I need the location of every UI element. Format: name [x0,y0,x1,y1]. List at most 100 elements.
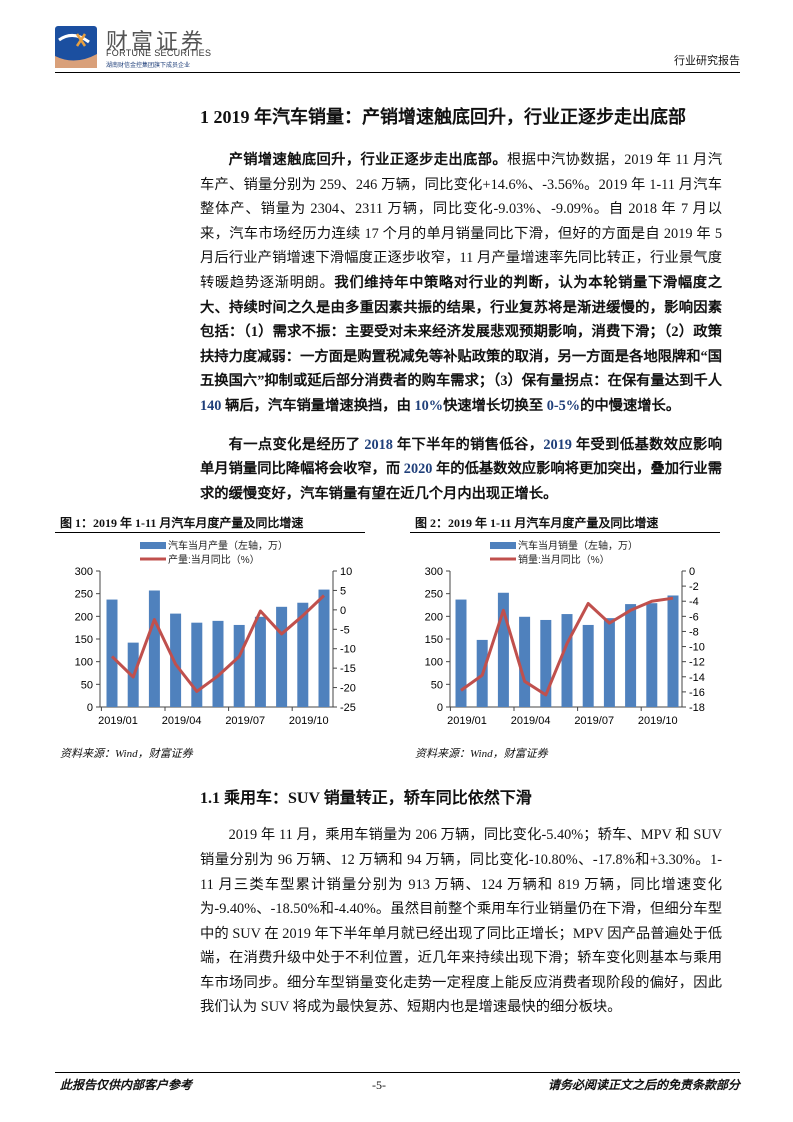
header-divider [55,72,740,73]
x-tick-label: 2019/10 [289,715,329,727]
left-tick-label: 300 [75,566,93,578]
right-tick-label: -4 [689,597,699,609]
page-footer: 此报告仅供内部客户参考 -5- 请务必阅读正文之后的免责条款部分 [0,1072,793,1122]
footer-disclaimer: 此报告仅供内部客户参考 [60,1078,193,1092]
figure-1-divider [55,532,365,534]
right-tick-label: -5 [340,625,350,637]
bar [191,622,203,708]
left-tick-label: 0 [87,702,93,714]
legend-bar-swatch [490,542,516,550]
x-tick-label: 2019/07 [225,715,265,727]
left-tick-label: 0 [437,702,443,714]
right-tick-label: 10 [340,566,352,578]
right-tick-label: 0 [340,605,346,617]
text-segment: 快速增长切换至 [443,397,547,414]
chart-sales: 汽车当月销量（左轴，万）销量:当月同比（%） 0 50 100 150 200 250 300… [425,539,705,727]
text-segment: 我们维持年中策略对行业的判断，认为本轮销量下滑幅度之大、持续时间之久是由多重因素… [200,274,723,390]
figure-1-caption: 图 1：2019 年 1-11 月汽车月度产量及同比增速 [60,516,304,531]
logo-icon [55,26,97,68]
legend-line-label: 销量:当月同比（%） [518,553,610,566]
figure-2-source: 资料来源：Wind，财富证券 [415,748,548,761]
bar [297,603,309,708]
footer-divider [55,1072,740,1073]
paragraph-1: 产销增速触底回升，行业正逐步走出底部。根据中汽协数据，2019 年 11 月汽车… [200,148,722,419]
right-tick-label: -10 [689,642,705,654]
text-segment: 产销增速触底回升，行业正逐步走出底部。 [228,152,508,168]
text-segment: 2018 [364,436,393,453]
left-tick-label: 250 [75,589,93,601]
paragraph-3: 2019 年 11 月，乘用车销量为 206 万辆，同比变化-5.40%；轿车、… [200,823,722,1020]
text-segment: 10% [414,397,444,414]
text-segment: 年下半年的销售低谷， [392,436,544,453]
x-tick-label: 2019/04 [511,715,551,727]
right-tick-label: -16 [689,687,705,699]
logo-subtitle: 湖南财信金控集团旗下成员企业 [106,62,191,69]
text-segment: 辆后，汽车销量增速换挡，由 [221,397,415,414]
bar [233,625,245,708]
bar [106,599,118,708]
footer-notice: 请务必阅读正文之后的免责条款部分 [547,1078,740,1092]
bar [603,618,615,708]
bar [455,599,467,708]
report-type: 行业研究报告 [674,55,740,67]
right-tick-label: 0 [689,566,695,578]
chart-production: 汽车当月产量（左轴，万）产量:当月同比（%）050100150200250300… [75,539,356,727]
bar [212,621,224,708]
x-tick-label: 2019/01 [98,715,138,727]
text-segment: 2019 [543,436,572,453]
x-tick-label: 2019/07 [574,715,614,727]
figures-row: 图 1：2019 年 1-11 月汽车月度产量及同比增速 图 2：2019 年 … [0,516,793,781]
left-tick-label: 100 [425,657,443,669]
figure-2-divider [410,532,720,534]
x-tick-label: 2019/01 [447,715,487,727]
text-segment: 140 [200,397,222,414]
x-tick-label: 2019/10 [638,715,678,727]
left-tick-label: 50 [431,680,443,692]
text-segment: 有一点变化是经历了 [228,436,365,453]
right-tick-label: -14 [689,672,705,684]
right-tick-label: -10 [340,644,356,656]
right-tick-label: -20 [340,683,356,695]
right-tick-label: -12 [689,657,705,669]
left-tick-label: 250 [425,589,443,601]
footer-gap [0,1020,793,1034]
left-tick-label: 50 [81,680,93,692]
figure-1-source: 资料来源：Wind，财富证券 [60,748,193,761]
bar [254,617,266,708]
bar [667,595,679,708]
paragraph-gap [0,419,793,433]
bar [625,604,637,708]
figure-2-caption: 图 2：2019 年 1-11 月汽车月度产量及同比增速 [415,516,659,531]
bar [318,589,330,708]
right-tick-label: -2 [689,581,699,593]
left-tick-label: 150 [75,634,93,646]
left-tick-label: 200 [75,612,93,624]
right-tick-label: -15 [340,663,356,675]
bar [540,620,552,708]
right-tick-label: -8 [689,627,699,639]
bar [646,603,658,708]
text-segment: 2019 年 11 月，乘用车销量为 206 万辆，同比变化-5.40%；轿车、… [200,827,722,1016]
bar [561,614,573,708]
page-number: -5- [372,1078,386,1092]
right-tick-label: -25 [340,702,356,714]
bar [519,617,531,708]
paragraph-2: 有一点变化是经历了 2018 年下半年的销售低谷，2019 年受到低基数效应影响… [200,433,722,507]
text-segment: 0-5% [546,397,581,414]
bar [276,607,288,708]
logo-text-en: FORTUNE SECURITIES [106,48,212,58]
legend-line-label: 产量:当月同比（%） [168,553,260,566]
text-segment: 根据中汽协数据，2019 年 11 月汽车产、销量分别为 259、246 万辆，… [200,152,722,291]
bar [582,625,594,708]
text-segment: 的中慢速增长。 [580,397,681,414]
legend-bar-label: 汽车当月产量（左轴，万） [168,539,288,552]
left-tick-label: 300 [425,566,443,578]
text-segment: 年受到低基数效应影响单月销量同比降幅将会收窄，而 [200,436,723,478]
section-title: 1 2019 年汽车销量：产销增速触底回升，行业正逐步走出底部 [200,107,686,127]
text-segment: 年的低基数效应影响将更加突出，叠加行业需求的缓慢变好，汽车销量有望在近几个月内出… [200,461,722,502]
bar [148,590,160,708]
right-tick-label: 5 [340,586,346,598]
logo-text-cn: 财富证券 [106,30,207,55]
text-segment: 2020 [403,461,433,478]
